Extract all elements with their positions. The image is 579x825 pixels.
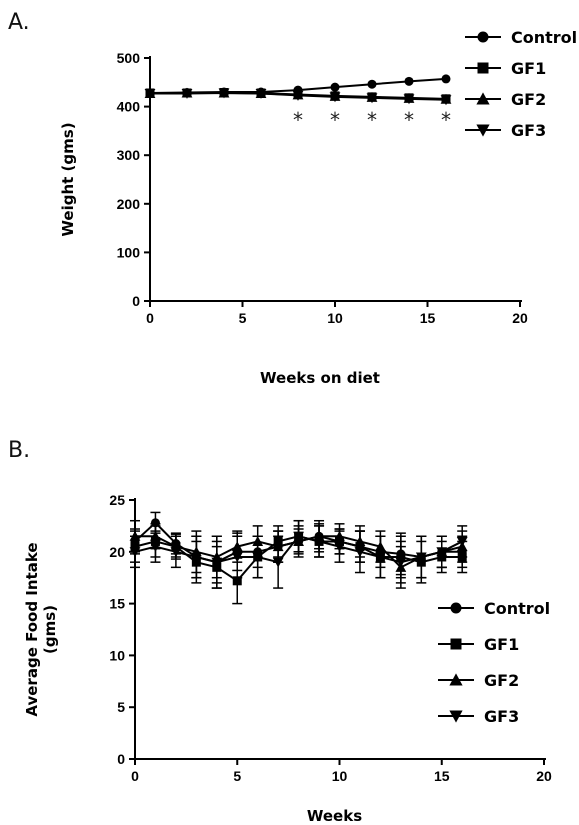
data-point	[442, 74, 451, 83]
significance-star: *	[293, 108, 303, 132]
legend-marker	[451, 639, 462, 650]
x-tick-label: 20	[512, 310, 528, 326]
weight-chart: 0 100 200 300 400 500 0 5 10 15 20 Weeks on diet Wei…	[0, 0, 579, 420]
significance-star: *	[441, 108, 451, 132]
x-tick-label: 20	[536, 768, 552, 784]
y-tick-label: 15	[109, 596, 125, 612]
x-axis-title: Weeks on diet	[260, 369, 380, 387]
y-axis-title: (gms)	[41, 605, 59, 654]
y-axis-title: Weight (gms)	[59, 122, 77, 236]
legend-label: GF2	[511, 90, 546, 109]
y-tick-label: 400	[117, 99, 141, 115]
legend-marker	[478, 63, 489, 74]
data-point	[331, 83, 340, 92]
x-axis-title: Weeks	[307, 807, 362, 825]
legend-label: GF1	[484, 635, 519, 654]
y-tick-label: 100	[117, 244, 141, 260]
y-tick-label: 20	[109, 544, 125, 560]
legend-label: GF3	[511, 121, 546, 140]
x-tick-label: 5	[233, 768, 241, 784]
y-tick-label: 0	[117, 751, 125, 767]
legend-label: GF2	[484, 671, 519, 690]
data-point	[368, 80, 377, 89]
y-tick-label: 200	[117, 196, 141, 212]
legend-label: Control	[484, 599, 550, 618]
data-point	[405, 77, 414, 86]
y-tick-label: 0	[132, 293, 140, 309]
y-tick-label: 10	[109, 647, 125, 663]
x-tick-label: 15	[434, 768, 450, 784]
significance-star: *	[330, 108, 340, 132]
x-tick-label: 0	[146, 310, 154, 326]
x-tick-label: 10	[332, 768, 348, 784]
x-tick-label: 0	[131, 768, 139, 784]
legend-label: GF1	[511, 59, 546, 78]
y-tick-label: 300	[117, 147, 141, 163]
y-tick-label: 500	[117, 50, 141, 66]
x-tick-label: 15	[420, 310, 436, 326]
food-intake-chart: 0 5 10 15 20 25 0 5 10 15 20 Weeks Average Food Inta…	[0, 425, 579, 825]
significance-star: *	[404, 108, 414, 132]
y-tick-label: 25	[109, 492, 125, 508]
legend-label: GF3	[484, 707, 519, 726]
legend-label: Control	[511, 28, 577, 47]
x-tick-label: 5	[239, 310, 247, 326]
y-axis-title: Average Food Intake	[23, 542, 41, 716]
x-tick-label: 10	[327, 310, 343, 326]
legend-marker	[478, 32, 489, 43]
significance-star: *	[367, 108, 377, 132]
y-tick-label: 5	[117, 699, 125, 715]
legend-marker	[451, 603, 462, 614]
